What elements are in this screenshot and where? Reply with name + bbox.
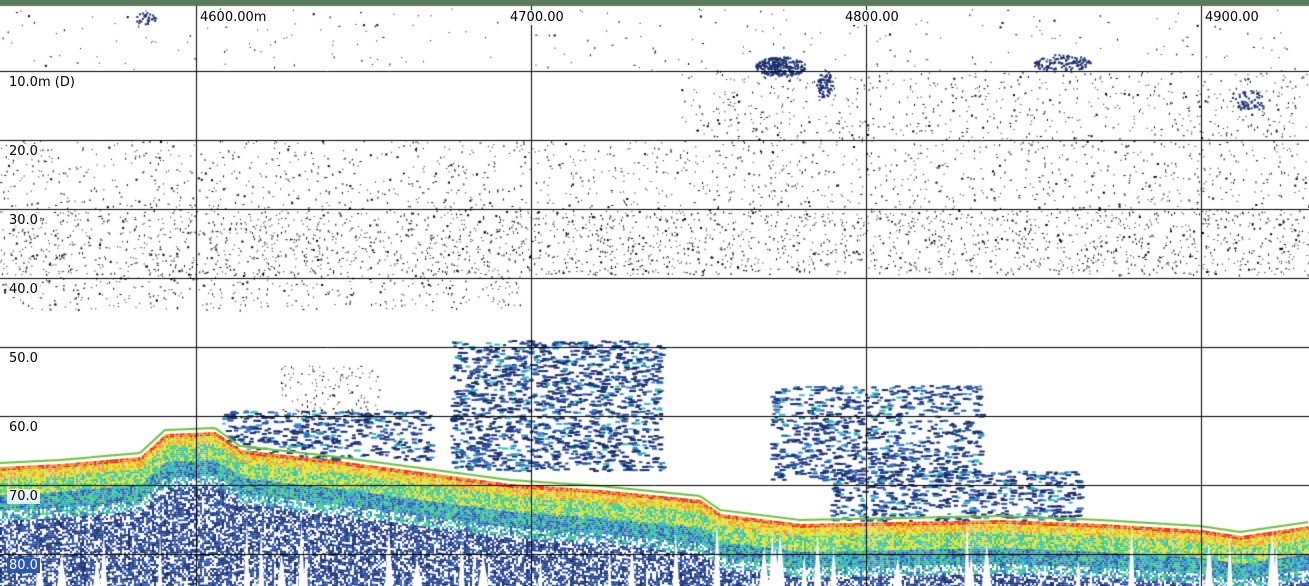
- depth-label-80: 80.0: [7, 558, 40, 573]
- top-status-strip: [0, 0, 1309, 9]
- depth-label-10: 10.0m (D): [7, 75, 77, 90]
- depth-label-30: 30.0: [7, 213, 40, 228]
- depth-label-20: 20.0: [7, 144, 40, 159]
- distance-label-4600: 4600.00m: [198, 10, 269, 25]
- distance-label-4700: 4700.00: [508, 10, 566, 25]
- depth-label-60: 60.0: [7, 420, 40, 435]
- distance-label-4800: 4800.00: [843, 10, 901, 25]
- depth-label-40: 40.0: [7, 282, 40, 297]
- distance-label-4900: 4900.00: [1203, 10, 1261, 25]
- depth-label-50: 50.0: [7, 351, 40, 366]
- depth-label-70: 70.0: [7, 489, 40, 504]
